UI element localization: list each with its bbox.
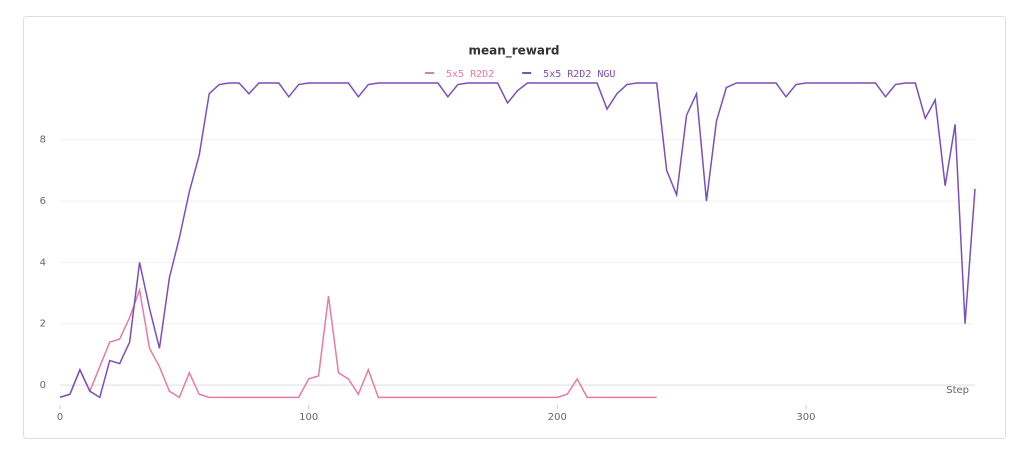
x-axis-title: Step [946,385,969,396]
x-tick-label: 0 [57,412,63,423]
legend-label: 5x5 R2D2 [446,69,494,80]
y-tick-label: 4 [40,257,46,268]
legend: 5x5 R2D2 5x5 R2D2 NGU [425,69,615,80]
x-tick-label: 200 [548,412,567,423]
legend-label: 5x5 R2D2 NGU [543,69,615,80]
x-tick-label: 100 [299,412,318,423]
y-tick-label: 6 [40,196,46,207]
y-tick-label: 2 [40,319,46,330]
series-line [59,287,657,399]
panel [23,16,1006,439]
y-tick-label: 8 [40,135,46,146]
series-line [59,82,976,399]
x-tick-label: 300 [796,412,815,423]
chart-title: mean_reward [468,44,559,59]
y-tick-label: 0 [40,380,46,391]
